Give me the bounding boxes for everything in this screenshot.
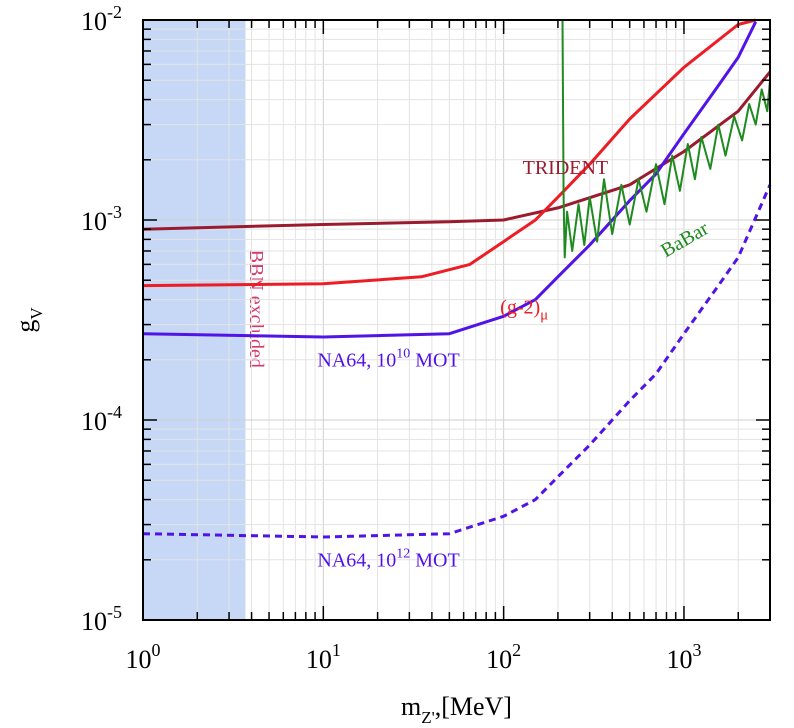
- bbn-excluded-label: BBN excluded: [245, 250, 267, 368]
- frame-layer: [142, 19, 771, 621]
- annotation-TRIDENT: TRIDENT: [523, 157, 609, 179]
- annotation-na64-10: NA64, 1010 MOT: [317, 347, 459, 372]
- series--g-2-: [142, 18, 757, 288]
- x-tick-label: 101: [306, 640, 341, 674]
- y-tick-label: 10-3: [81, 202, 122, 236]
- shade-layer: BBN excluded: [143, 20, 267, 620]
- x-tick-label: 103: [666, 640, 701, 674]
- tick-label-layer: 100 101 102 103 10-5 10-4 10-3 10-2 mZ',[MeV] gV: [11, 2, 701, 727]
- x-tick-label: 102: [486, 640, 521, 674]
- bbn-excluded-region: [143, 20, 246, 620]
- series-trident: [142, 70, 772, 231]
- x-axis-label: mZ',[MeV]: [401, 692, 512, 727]
- annotation-BaBar: BaBar: [657, 217, 713, 262]
- y-tick-label: 10-2: [81, 2, 122, 36]
- series-na64-10-10-mot: [142, 21, 758, 339]
- y-tick-label: 10-5: [81, 602, 122, 636]
- x-tick-label: 100: [126, 640, 161, 674]
- annotation-g-2: (g-2)μ: [500, 297, 548, 324]
- series-na64-10-12-mot: [142, 184, 772, 539]
- y-axis-label: gV: [11, 307, 46, 333]
- series-layer: [142, 18, 772, 539]
- y-tick-label: 10-4: [81, 402, 122, 436]
- annotation-na64-12: NA64, 1012 MOT: [317, 547, 459, 572]
- plot-frame: [142, 19, 771, 621]
- series-babar: [561, 19, 771, 259]
